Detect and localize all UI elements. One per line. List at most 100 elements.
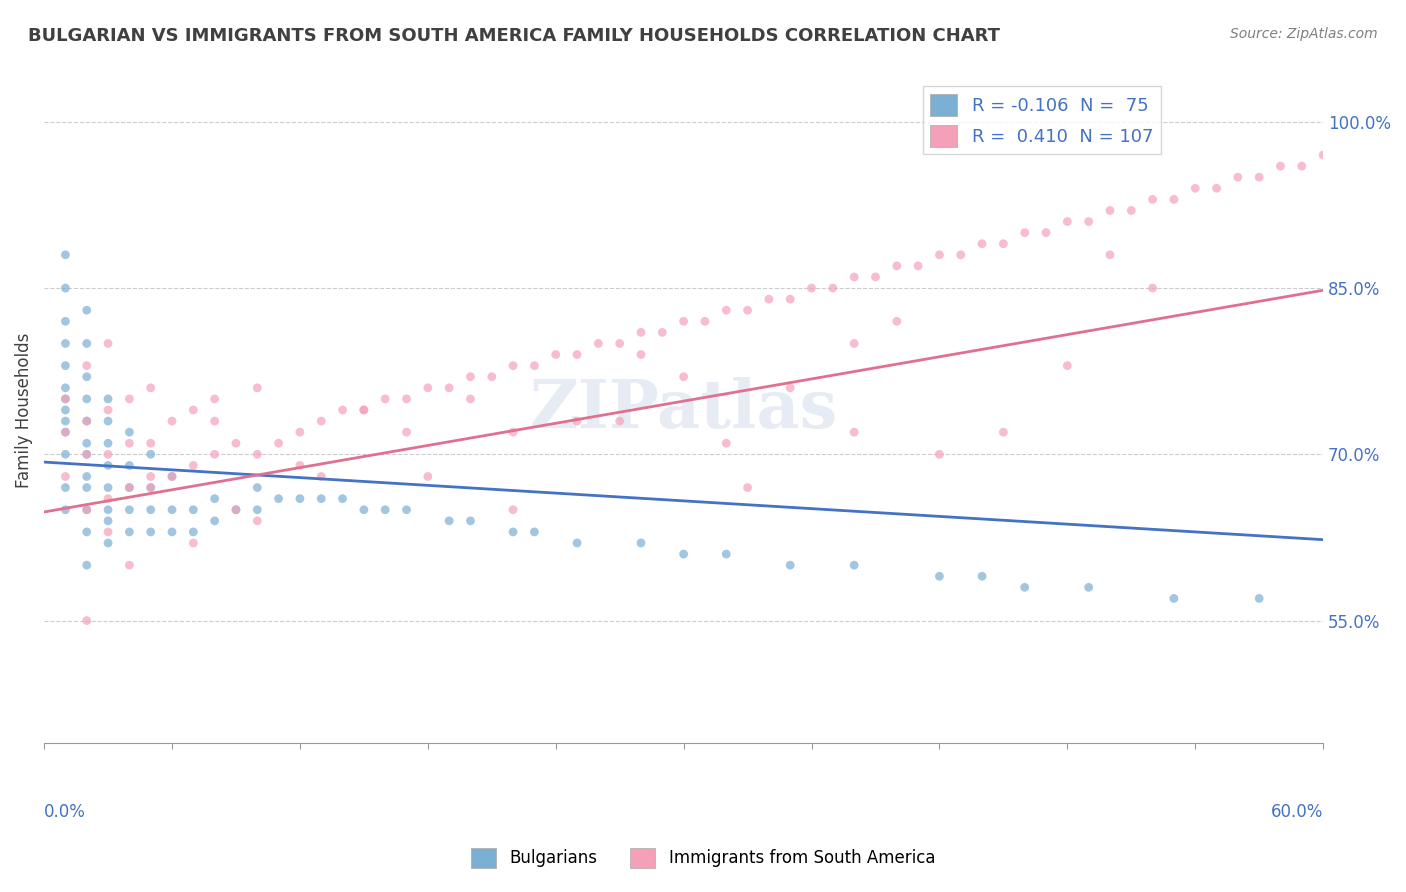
Point bbox=[246, 481, 269, 495]
Point bbox=[1077, 214, 1099, 228]
Point bbox=[76, 436, 98, 450]
Point bbox=[865, 269, 887, 284]
Point bbox=[183, 536, 205, 550]
Point bbox=[332, 403, 354, 417]
Point bbox=[55, 381, 77, 395]
Point bbox=[246, 381, 269, 395]
Point bbox=[716, 436, 738, 450]
Point bbox=[693, 314, 716, 328]
Point bbox=[183, 403, 205, 417]
Text: Source: ZipAtlas.com: Source: ZipAtlas.com bbox=[1230, 27, 1378, 41]
Point bbox=[395, 425, 418, 439]
Point bbox=[160, 469, 183, 483]
Point bbox=[460, 369, 482, 384]
Point bbox=[928, 569, 950, 583]
Point bbox=[55, 481, 77, 495]
Point bbox=[1249, 591, 1271, 606]
Point bbox=[523, 524, 546, 539]
Point bbox=[225, 436, 247, 450]
Point bbox=[630, 536, 652, 550]
Point bbox=[1184, 181, 1206, 195]
Point bbox=[502, 359, 524, 373]
Point bbox=[76, 481, 98, 495]
Point bbox=[118, 558, 141, 573]
Point bbox=[139, 447, 162, 461]
Point bbox=[97, 392, 120, 406]
Point bbox=[76, 392, 98, 406]
Point bbox=[160, 414, 183, 428]
Point bbox=[246, 502, 269, 516]
Point bbox=[288, 491, 311, 506]
Point bbox=[1249, 170, 1271, 185]
Point bbox=[97, 403, 120, 417]
Point bbox=[1291, 159, 1313, 173]
Point bbox=[481, 369, 503, 384]
Point bbox=[225, 502, 247, 516]
Point bbox=[928, 248, 950, 262]
Point bbox=[737, 303, 759, 318]
Point bbox=[55, 314, 77, 328]
Text: 0.0%: 0.0% bbox=[44, 804, 86, 822]
Point bbox=[737, 481, 759, 495]
Point bbox=[844, 425, 866, 439]
Point bbox=[1226, 170, 1249, 185]
Point bbox=[672, 314, 695, 328]
Point bbox=[928, 447, 950, 461]
Point bbox=[55, 403, 77, 417]
Point bbox=[1163, 193, 1185, 207]
Point bbox=[76, 369, 98, 384]
Point bbox=[1312, 148, 1334, 162]
Point bbox=[844, 336, 866, 351]
Point bbox=[76, 502, 98, 516]
Point bbox=[139, 524, 162, 539]
Point bbox=[204, 447, 226, 461]
Point bbox=[374, 392, 396, 406]
Point bbox=[76, 447, 98, 461]
Point bbox=[353, 403, 375, 417]
Point bbox=[97, 536, 120, 550]
Point bbox=[160, 469, 183, 483]
Point bbox=[55, 414, 77, 428]
Point bbox=[55, 281, 77, 295]
Point bbox=[460, 514, 482, 528]
Point bbox=[55, 248, 77, 262]
Point bbox=[267, 436, 290, 450]
Point bbox=[97, 481, 120, 495]
Point bbox=[907, 259, 929, 273]
Point bbox=[565, 414, 588, 428]
Point bbox=[437, 381, 460, 395]
Point bbox=[1056, 359, 1078, 373]
Point bbox=[309, 491, 332, 506]
Point bbox=[821, 281, 844, 295]
Point bbox=[118, 481, 141, 495]
Point bbox=[76, 469, 98, 483]
Point bbox=[76, 414, 98, 428]
Point bbox=[1270, 159, 1292, 173]
Point bbox=[565, 347, 588, 361]
Point bbox=[204, 414, 226, 428]
Point bbox=[76, 414, 98, 428]
Point bbox=[437, 514, 460, 528]
Point bbox=[160, 502, 183, 516]
Point bbox=[55, 359, 77, 373]
Point bbox=[460, 392, 482, 406]
Point bbox=[886, 314, 908, 328]
Point bbox=[844, 269, 866, 284]
Point bbox=[630, 347, 652, 361]
Point bbox=[544, 347, 567, 361]
Point bbox=[225, 502, 247, 516]
Point bbox=[779, 558, 801, 573]
Point bbox=[97, 447, 120, 461]
Point bbox=[758, 292, 780, 306]
Point bbox=[716, 303, 738, 318]
Point bbox=[97, 514, 120, 528]
Point bbox=[779, 381, 801, 395]
Point bbox=[309, 469, 332, 483]
Point bbox=[416, 381, 439, 395]
Point bbox=[139, 481, 162, 495]
Point bbox=[76, 614, 98, 628]
Point bbox=[55, 447, 77, 461]
Point bbox=[76, 502, 98, 516]
Point bbox=[395, 392, 418, 406]
Point bbox=[183, 502, 205, 516]
